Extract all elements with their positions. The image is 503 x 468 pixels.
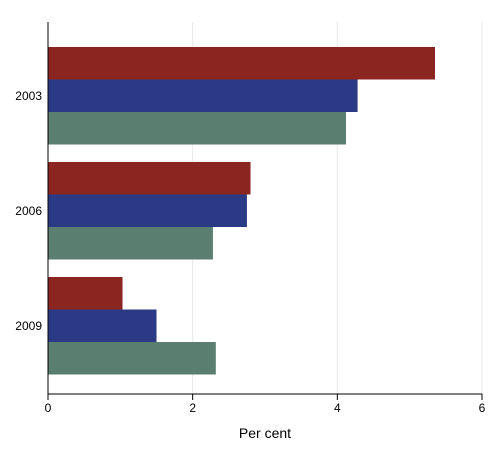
bar-2006-series-2: [48, 194, 247, 227]
y-tick-label-2009: 2009: [15, 319, 42, 333]
y-tick-label-2003: 2003: [15, 89, 42, 103]
y-tick-labels: 2003 2006 2009: [15, 89, 42, 333]
bar-2006-series-1: [48, 162, 251, 195]
bar-2009-series-2: [48, 309, 157, 342]
bar-2003-series-2: [48, 79, 358, 112]
x-ticks: 0 2 4 6: [45, 394, 486, 415]
x-tick-label-2: 2: [189, 401, 196, 415]
x-tick-label-4: 4: [334, 401, 341, 415]
bar-2009-series-3: [48, 342, 216, 375]
x-axis-title: Per cent: [239, 425, 291, 441]
y-tick-label-2006: 2006: [15, 204, 42, 218]
x-tick-label-6: 6: [479, 401, 486, 415]
bars: [48, 47, 435, 375]
bar-2006-series-3: [48, 227, 213, 260]
x-tick-label-0: 0: [45, 401, 52, 415]
bar-2003-series-1: [48, 47, 435, 80]
bar-2009-series-1: [48, 277, 123, 310]
axes: [47, 22, 482, 395]
bar-2003-series-3: [48, 112, 347, 145]
